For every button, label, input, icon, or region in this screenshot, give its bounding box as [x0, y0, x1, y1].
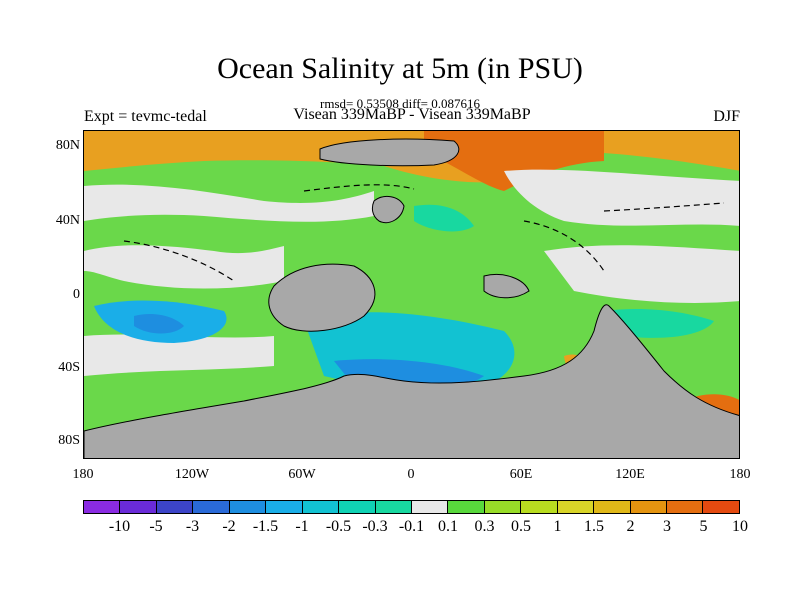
colorbar-cell [193, 501, 230, 513]
lon-tick-label: 180 [729, 467, 751, 482]
colorbar-label: 10 [732, 518, 748, 535]
lat-tick-label: 40S [58, 360, 80, 375]
colorbar-label: 0.3 [474, 518, 495, 535]
colorbar-cell [375, 501, 412, 513]
run-label: Visean 339MaBP - Visean 339MaBP [293, 106, 531, 123]
colorbar-label: 0.1 [438, 518, 458, 535]
lon-tick-label: 120E [615, 467, 645, 482]
lat-tick-label: 0 [73, 287, 80, 302]
colorbar-label: 0.5 [511, 518, 531, 535]
colorbar-label: 5 [699, 518, 708, 535]
colorbar-cell [594, 501, 631, 513]
experiment-label: Expt = tevmc-tedal [84, 108, 207, 125]
colorbar-cell [120, 501, 157, 513]
colorbar-cell [667, 501, 704, 513]
colorbar-cell [703, 501, 739, 513]
land-southern-continent [84, 304, 739, 458]
colorbar-cell [521, 501, 558, 513]
colorbar-label: -3 [185, 518, 200, 535]
fresh-patch-north [414, 204, 474, 232]
season-label: DJF [713, 108, 740, 125]
colorbar-label: -0.1 [398, 518, 425, 535]
colorbar-cell [339, 501, 376, 513]
lon-tick-label: 180 [72, 467, 94, 482]
map-canvas [84, 131, 739, 458]
colorbar-cell [266, 501, 303, 513]
lat-tick-label: 80S [58, 433, 80, 448]
neutral-band-south [84, 334, 274, 376]
lat-tick-label: 40N [55, 213, 80, 228]
colorbar-label: -5 [149, 518, 163, 535]
colorbar-label: 1 [553, 518, 562, 535]
colorbar-label: -2 [222, 518, 236, 535]
colorbar-cell [630, 501, 667, 513]
stats-subtitle: rmsd= 0.53508 diff= 0.087616 [320, 96, 480, 111]
colorbar-label: -1 [295, 518, 309, 535]
lat-tick-label: 80N [55, 138, 80, 153]
salinity-map [83, 130, 740, 459]
colorbar-cell [411, 501, 449, 513]
colorbar [83, 500, 740, 514]
lon-tick-label: 120W [174, 467, 210, 482]
land-island-north [371, 195, 405, 224]
land-central-west [268, 263, 376, 332]
lon-tick-label: 60E [509, 467, 533, 482]
colorbar-cell [302, 501, 340, 513]
colorbar-label: -0.3 [362, 518, 388, 535]
colorbar-label: 3 [663, 518, 671, 535]
neutral-band-north [84, 184, 374, 222]
colorbar-cell [84, 501, 121, 513]
lon-tick-label: 60W [288, 467, 316, 482]
neutral-band-tropical-west [84, 245, 284, 289]
neutral-band-tropical-east [544, 245, 739, 303]
land-island-east [483, 274, 530, 299]
colorbar-label: 2 [626, 518, 635, 535]
arctic-peak-salinity [424, 131, 604, 191]
colorbar-cell [448, 501, 485, 513]
colorbar-cell [557, 501, 595, 513]
land-north [319, 138, 460, 167]
colorbar-label: -10 [108, 518, 131, 535]
shelf-coastlines [123, 184, 725, 282]
lon-tick-label: 0 [407, 467, 415, 482]
plot-title: Ocean Salinity at 5m (in PSU) [217, 52, 583, 85]
colorbar-label: 1.5 [584, 518, 604, 535]
colorbar-cell [156, 501, 194, 513]
colorbar-cell [229, 501, 267, 513]
colorbar-cell [484, 501, 522, 513]
fresh-core-south-pacific [134, 314, 184, 334]
colorbar-label: -0.5 [325, 518, 352, 535]
colorbar-label: -1.5 [252, 518, 279, 535]
neutral-band-north-east [504, 169, 739, 226]
